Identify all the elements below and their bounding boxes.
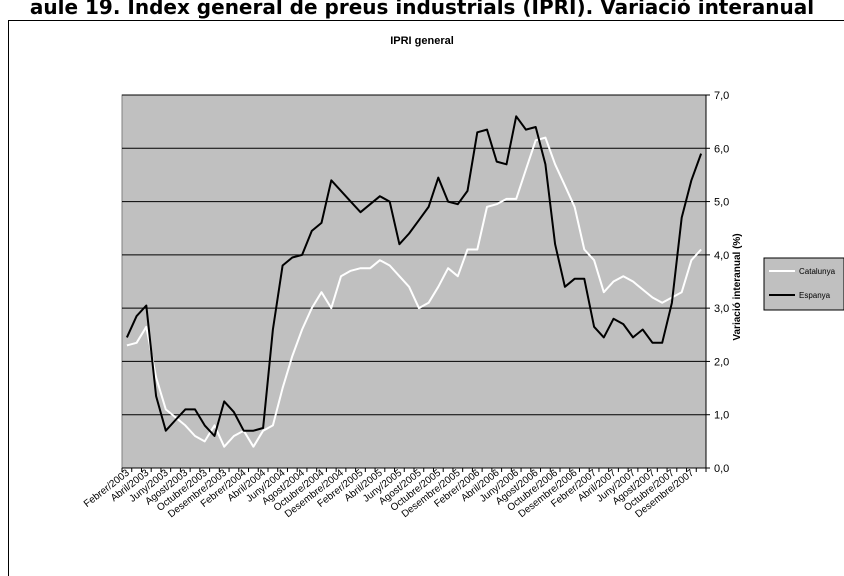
x-axis-ticks bbox=[121, 468, 707, 472]
y-tick-label: 5,0 bbox=[714, 197, 729, 209]
x-axis-tick-labels: Febrer/2003Abril/2003Juny/2003Agost/2003… bbox=[82, 467, 697, 520]
y-tick-label: 0,0 bbox=[714, 463, 729, 475]
y-axis-tick-labels: 0,0 1,0 2,0 3,0 4,0 5,0 6,0 7,0 bbox=[706, 90, 729, 475]
series-line-catalunya bbox=[126, 136, 702, 448]
y-tick-label: 4,0 bbox=[714, 250, 729, 262]
y-tick-label: 3,0 bbox=[714, 303, 729, 315]
y-tick-label: 7,0 bbox=[714, 90, 729, 102]
legend-label: Catalunya bbox=[799, 267, 836, 276]
y-tick-label: 6,0 bbox=[714, 143, 729, 155]
series-lines bbox=[125, 115, 703, 448]
plot-area bbox=[121, 94, 707, 469]
page-heading: aule 19. Índex general de preus industri… bbox=[29, 0, 815, 19]
legend-label: Espanya bbox=[799, 291, 831, 300]
line-chart: 0,0 1,0 2,0 3,0 4,0 5,0 6,0 7,0 Febrer/2003Abri… bbox=[82, 35, 844, 520]
legend-box bbox=[763, 257, 844, 311]
gridlines bbox=[122, 94, 706, 416]
chart-title: IPRI general bbox=[390, 35, 454, 47]
series-line-espanya bbox=[125, 115, 703, 437]
legend: Catalunya Espanya bbox=[763, 257, 844, 311]
y-axis-label: Variació interanual (%) bbox=[732, 233, 743, 340]
y-tick-label: 1,0 bbox=[714, 410, 729, 422]
y-tick-label: 2,0 bbox=[714, 356, 729, 368]
chart-frame: 0,0 1,0 2,0 3,0 4,0 5,0 6,0 7,0 Febrer/2003 Abri… bbox=[8, 20, 844, 576]
